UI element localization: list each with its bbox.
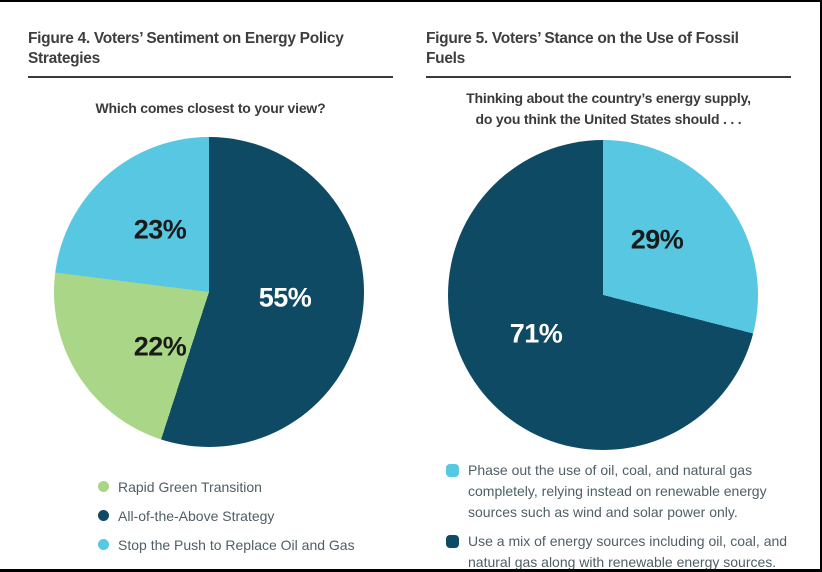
blue-swatch-icon: [98, 539, 109, 550]
figure4-slice-label-55: 55%: [258, 282, 312, 313]
legend-item: Use a mix of energy sources including oi…: [446, 531, 791, 570]
figure4-legend: Rapid Green Transition All-of-the-Above …: [98, 478, 355, 565]
legend-label: Use a mix of energy sources including oi…: [468, 533, 788, 570]
figure4-title: Figure 4. Voters’ Sentiment on Energy Po…: [28, 29, 393, 78]
legend-label: Phase out the use of oil, coal, and natu…: [468, 462, 767, 520]
figure4-question: Which comes closest to your view?: [95, 100, 326, 116]
figure4-slice-label-23: 23%: [133, 214, 187, 245]
figure4-title-line2: Strategies: [28, 50, 100, 67]
legend-item: Phase out the use of oil, coal, and natu…: [446, 460, 791, 523]
figure5-legend: Phase out the use of oil, coal, and natu…: [446, 460, 791, 570]
figure5-title: Figure 5. Voters’ Stance on the Use of F…: [426, 29, 791, 78]
legend-label: Stop the Push to Replace Oil and Gas: [118, 537, 355, 553]
figure5-question-line1: Thinking about the country’s energy supp…: [466, 90, 751, 106]
figure4-pie-chart: 23% 22% 55%: [54, 137, 364, 447]
figure4-title-line1: Figure 4. Voters’ Sentiment on Energy Po…: [28, 30, 344, 47]
blue-swatch-icon: [446, 464, 459, 477]
legend-label: Rapid Green Transition: [118, 479, 262, 495]
legend-label: All-of-the-Above Strategy: [118, 508, 275, 524]
figure5-question-line2: do you think the United States should . …: [475, 111, 742, 127]
navy-swatch-icon: [446, 535, 459, 548]
figure4-slice-label-22: 22%: [133, 331, 187, 362]
figure5-title-line1: Figure 5. Voters’ Stance on the Use of F…: [426, 30, 739, 47]
figure5-title-line2: Fuels: [426, 50, 465, 67]
figure5-pie-chart: 29% 71%: [448, 140, 758, 450]
legend-item: All-of-the-Above Strategy: [98, 507, 355, 525]
green-swatch-icon: [98, 481, 109, 492]
figure5-slice-label-71: 71%: [509, 318, 563, 349]
legend-item: Rapid Green Transition: [98, 478, 355, 496]
figure5-question: Thinking about the country’s energy supp…: [426, 88, 791, 130]
legend-item: Stop the Push to Replace Oil and Gas: [98, 536, 355, 554]
navy-swatch-icon: [98, 510, 109, 521]
figure5-slice-label-29: 29%: [630, 224, 684, 255]
